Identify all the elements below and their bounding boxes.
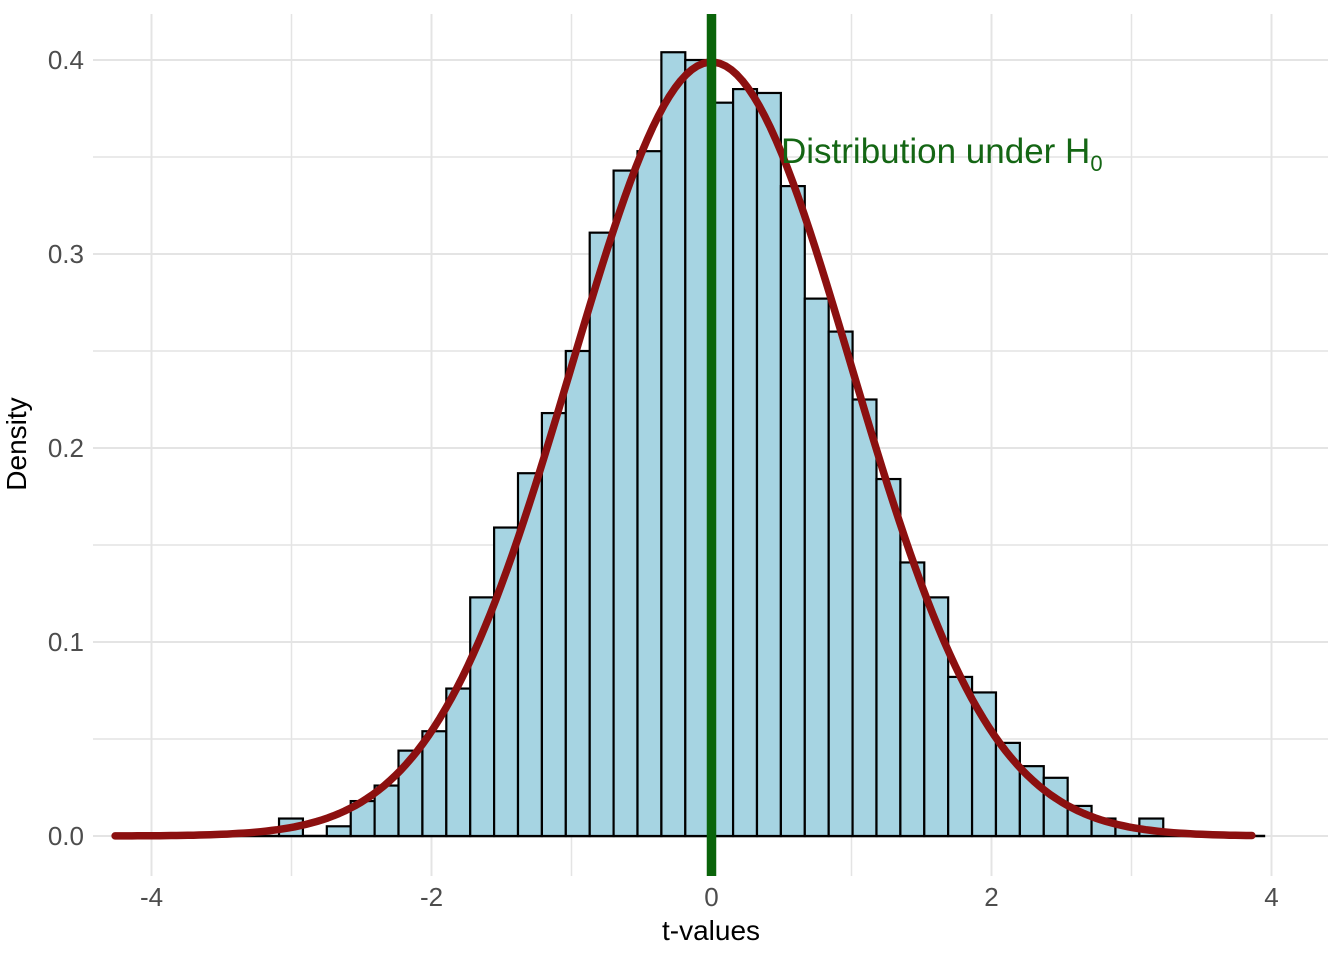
histogram-bar [803, 297, 830, 838]
y-axis-title: Density [1, 397, 32, 490]
y-tick-label: 0.2 [48, 433, 84, 463]
histogram-bars [277, 51, 1165, 838]
x-tick-label: -2 [420, 882, 443, 912]
y-tick-label: 0.1 [48, 627, 84, 657]
histogram-bar [755, 91, 782, 838]
histogram-bar [899, 561, 926, 838]
y-tick-label: 0.4 [48, 45, 84, 75]
histogram-bar [660, 51, 687, 838]
histogram-bar [588, 231, 615, 838]
histogram-bar [875, 477, 902, 838]
histogram-bar [636, 150, 663, 838]
h0-annotation-main: Distribution under H [781, 132, 1090, 171]
histogram-bar [851, 398, 878, 838]
histogram-bar [612, 169, 639, 838]
histogram-bar [421, 730, 448, 838]
histogram-bar [325, 825, 352, 838]
h0-annotation-subscript: 0 [1090, 151, 1102, 176]
y-tick-label: 0.0 [48, 821, 84, 851]
x-tick-label: 0 [704, 882, 718, 912]
axis-labels: 0.0 0.1 0.2 0.3 0.4 -4 -2 0 2 4 Density t-values [1, 45, 1279, 946]
density-curve [111, 58, 1256, 840]
histogram-bar [684, 58, 711, 838]
histogram-bar [779, 185, 806, 838]
h0-annotation: Distribution under H0 [781, 132, 1103, 176]
histogram-bar [947, 675, 974, 838]
y-tick-label: 0.3 [48, 239, 84, 269]
x-tick-label: 2 [984, 882, 998, 912]
x-axis-title: t-values [662, 915, 760, 946]
histogram-bar [445, 687, 472, 838]
histogram-bar [564, 349, 591, 838]
annotation-layer: Distribution under H0 [781, 132, 1103, 176]
x-tick-label: -4 [140, 882, 163, 912]
histogram-bar [731, 87, 759, 838]
density-curve-layer [111, 58, 1256, 840]
histogram-bar [540, 411, 567, 838]
x-tick-label: 4 [1264, 882, 1278, 912]
histogram-bar [827, 330, 854, 838]
